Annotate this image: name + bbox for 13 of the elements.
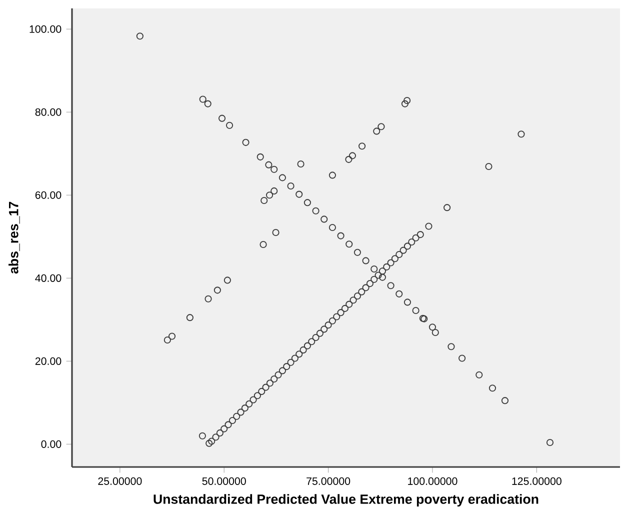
y-tick-label: 40.00 bbox=[35, 274, 62, 282]
y-tick-label: 60.00 bbox=[35, 191, 62, 199]
x-axis-title: Unstandardized Predicted Value Extreme poverty eradication bbox=[154, 494, 538, 507]
x-tick-label: 25.00000 bbox=[98, 477, 142, 485]
x-tick-label: 75.00000 bbox=[306, 477, 350, 485]
x-tick-label: 50.00000 bbox=[202, 477, 246, 485]
x-tick-label: 125.00000 bbox=[512, 477, 562, 485]
x-tick-label: 100.00000 bbox=[408, 477, 458, 485]
y-tick-label: 0.00 bbox=[41, 440, 62, 448]
y-axis-title: abs_res_17 bbox=[8, 202, 20, 274]
y-tick-label: 80.00 bbox=[35, 108, 62, 116]
y-tick-label: 100.00 bbox=[30, 25, 62, 33]
y-tick-label: 20.00 bbox=[35, 357, 62, 365]
